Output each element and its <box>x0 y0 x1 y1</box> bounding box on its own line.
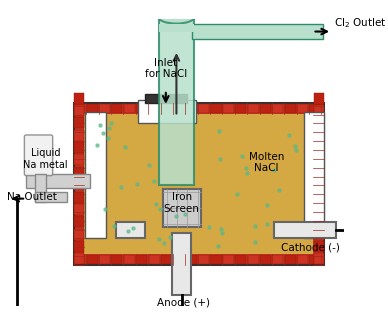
FancyBboxPatch shape <box>24 135 53 176</box>
FancyBboxPatch shape <box>74 204 84 215</box>
FancyBboxPatch shape <box>74 241 84 252</box>
FancyBboxPatch shape <box>163 189 201 227</box>
FancyBboxPatch shape <box>74 191 84 202</box>
FancyBboxPatch shape <box>136 104 147 113</box>
FancyBboxPatch shape <box>161 104 172 113</box>
FancyBboxPatch shape <box>35 174 45 202</box>
FancyBboxPatch shape <box>159 17 194 185</box>
Text: Liquid
Na metal: Liquid Na metal <box>23 148 68 170</box>
FancyBboxPatch shape <box>161 255 172 264</box>
Text: Anode (+): Anode (+) <box>157 298 210 307</box>
FancyBboxPatch shape <box>248 255 259 264</box>
Text: Inlet
for NaCl: Inlet for NaCl <box>145 58 187 79</box>
FancyBboxPatch shape <box>314 155 324 166</box>
FancyBboxPatch shape <box>260 104 271 113</box>
FancyBboxPatch shape <box>139 100 196 123</box>
FancyBboxPatch shape <box>87 255 98 264</box>
FancyBboxPatch shape <box>314 105 324 116</box>
Ellipse shape <box>159 11 194 24</box>
FancyBboxPatch shape <box>297 255 308 264</box>
FancyBboxPatch shape <box>74 167 84 178</box>
FancyBboxPatch shape <box>149 255 159 264</box>
FancyBboxPatch shape <box>314 130 324 141</box>
FancyBboxPatch shape <box>272 104 283 113</box>
FancyBboxPatch shape <box>124 255 135 264</box>
FancyBboxPatch shape <box>149 104 159 113</box>
FancyBboxPatch shape <box>74 179 84 190</box>
FancyBboxPatch shape <box>186 104 197 113</box>
FancyBboxPatch shape <box>74 93 84 104</box>
FancyBboxPatch shape <box>74 105 84 116</box>
FancyBboxPatch shape <box>223 255 234 264</box>
FancyBboxPatch shape <box>248 104 259 113</box>
FancyBboxPatch shape <box>223 104 234 113</box>
FancyBboxPatch shape <box>260 255 271 264</box>
FancyBboxPatch shape <box>314 191 324 202</box>
FancyBboxPatch shape <box>285 104 296 113</box>
FancyBboxPatch shape <box>310 255 320 264</box>
FancyBboxPatch shape <box>173 255 184 264</box>
FancyBboxPatch shape <box>173 104 184 113</box>
FancyBboxPatch shape <box>198 255 209 264</box>
FancyBboxPatch shape <box>111 255 123 264</box>
FancyBboxPatch shape <box>74 155 84 166</box>
FancyBboxPatch shape <box>235 255 246 264</box>
FancyBboxPatch shape <box>285 255 296 264</box>
Text: Molten
NaCl: Molten NaCl <box>249 152 284 173</box>
FancyBboxPatch shape <box>159 24 194 31</box>
FancyBboxPatch shape <box>172 233 191 295</box>
FancyBboxPatch shape <box>314 229 324 240</box>
FancyBboxPatch shape <box>314 179 324 190</box>
FancyBboxPatch shape <box>85 112 106 238</box>
Text: Cathode (-): Cathode (-) <box>281 242 340 252</box>
FancyBboxPatch shape <box>145 94 187 103</box>
FancyBboxPatch shape <box>314 216 324 227</box>
FancyBboxPatch shape <box>314 117 324 128</box>
FancyBboxPatch shape <box>186 255 197 264</box>
FancyBboxPatch shape <box>74 142 84 153</box>
FancyBboxPatch shape <box>274 222 336 237</box>
FancyBboxPatch shape <box>272 255 283 264</box>
FancyBboxPatch shape <box>74 117 84 128</box>
FancyBboxPatch shape <box>87 104 98 113</box>
FancyBboxPatch shape <box>192 24 323 40</box>
FancyBboxPatch shape <box>314 241 324 252</box>
FancyBboxPatch shape <box>304 112 324 238</box>
FancyBboxPatch shape <box>74 216 84 227</box>
FancyBboxPatch shape <box>314 142 324 153</box>
FancyBboxPatch shape <box>314 204 324 215</box>
FancyBboxPatch shape <box>99 255 110 264</box>
FancyBboxPatch shape <box>74 229 84 240</box>
FancyBboxPatch shape <box>26 174 90 188</box>
FancyBboxPatch shape <box>310 104 320 113</box>
FancyBboxPatch shape <box>210 104 222 113</box>
FancyBboxPatch shape <box>314 93 324 104</box>
FancyBboxPatch shape <box>297 104 308 113</box>
FancyBboxPatch shape <box>314 167 324 178</box>
FancyBboxPatch shape <box>35 191 67 202</box>
FancyBboxPatch shape <box>116 222 145 237</box>
FancyBboxPatch shape <box>99 104 110 113</box>
FancyBboxPatch shape <box>314 253 324 264</box>
FancyBboxPatch shape <box>136 255 147 264</box>
Text: Na Outlet: Na Outlet <box>7 192 57 202</box>
FancyBboxPatch shape <box>85 114 314 254</box>
FancyBboxPatch shape <box>74 253 84 264</box>
Text: Cl$_2$ Outlet: Cl$_2$ Outlet <box>334 16 386 29</box>
FancyBboxPatch shape <box>235 104 246 113</box>
FancyBboxPatch shape <box>74 103 324 265</box>
FancyBboxPatch shape <box>210 255 222 264</box>
FancyBboxPatch shape <box>74 255 85 264</box>
Text: Iron
Screen: Iron Screen <box>164 192 200 214</box>
FancyBboxPatch shape <box>111 104 123 113</box>
FancyBboxPatch shape <box>74 104 85 113</box>
FancyBboxPatch shape <box>198 104 209 113</box>
FancyBboxPatch shape <box>74 130 84 141</box>
FancyBboxPatch shape <box>124 104 135 113</box>
